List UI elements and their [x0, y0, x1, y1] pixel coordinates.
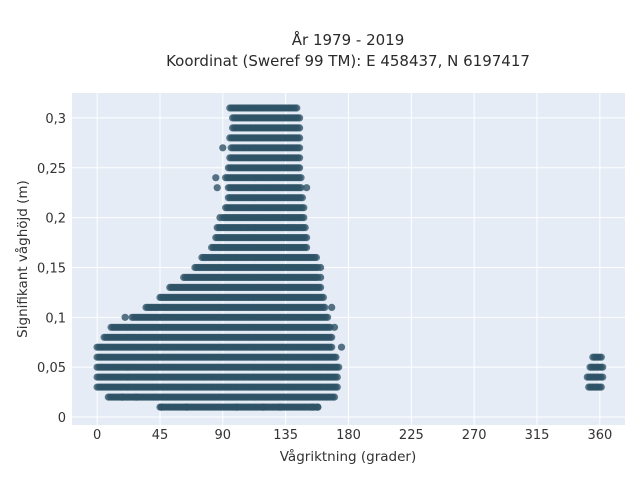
- data-point: [259, 403, 267, 411]
- data-point: [212, 174, 220, 182]
- data-point: [308, 403, 316, 411]
- data-point: [297, 184, 305, 192]
- data-points: [93, 104, 607, 411]
- data-point: [328, 343, 336, 351]
- data-point: [296, 134, 304, 142]
- y-tick-label: 0,2: [45, 212, 66, 227]
- data-point: [312, 253, 320, 262]
- y-axis-ticks: 0 0,05 0,1 0,15 0,2 0,25 0,3: [37, 112, 66, 426]
- data-point: [303, 234, 311, 242]
- data-point: [303, 243, 311, 252]
- data-point: [293, 104, 301, 112]
- data-point: [157, 403, 165, 411]
- data-point: [296, 124, 304, 132]
- x-tick-label: 180: [336, 428, 361, 443]
- data-point: [332, 353, 340, 361]
- data-point: [599, 373, 607, 381]
- x-tick-label: 90: [215, 428, 232, 443]
- data-point: [296, 164, 304, 172]
- data-point: [298, 194, 306, 202]
- data-point: [597, 383, 605, 391]
- data-point: [317, 283, 325, 291]
- y-tick-label: 0,3: [45, 112, 66, 127]
- x-tick-label: 0: [93, 428, 101, 443]
- chart-title-line-1: År 1979 - 2019: [292, 30, 405, 49]
- data-point: [276, 403, 284, 411]
- data-point: [333, 373, 341, 381]
- x-axis-ticks: 0 45 90 135 180 225 270 315 360: [93, 428, 612, 443]
- data-point: [297, 174, 305, 182]
- data-point: [319, 293, 327, 301]
- data-point: [330, 393, 339, 401]
- data-point: [314, 403, 322, 411]
- data-point: [301, 224, 309, 232]
- data-point: [597, 353, 605, 361]
- data-point: [317, 273, 325, 281]
- chart-title-line-2: Koordinat (Sweref 99 TM): E 458437, N 61…: [166, 52, 530, 70]
- data-point: [317, 263, 325, 272]
- y-axis-label: Signifikant våghöjd (m): [14, 180, 31, 338]
- x-tick-label: 270: [462, 428, 487, 443]
- data-point: [335, 363, 343, 371]
- y-tick-label: 0,15: [37, 261, 66, 276]
- data-point: [599, 363, 607, 371]
- data-point: [333, 383, 341, 391]
- x-tick-label: 315: [525, 428, 550, 443]
- y-tick-label: 0,1: [45, 311, 66, 326]
- y-tick-label: 0,25: [37, 162, 66, 177]
- data-point: [213, 184, 221, 192]
- y-tick-label: 0,05: [37, 361, 66, 376]
- data-point: [118, 393, 126, 401]
- data-point: [182, 403, 191, 411]
- data-point: [296, 154, 304, 162]
- data-point: [303, 184, 311, 192]
- x-axis-label: Vågriktning (grader): [280, 448, 417, 465]
- data-point: [121, 313, 129, 321]
- x-tick-label: 225: [399, 428, 424, 443]
- data-point: [328, 303, 336, 311]
- x-tick-label: 45: [152, 428, 169, 443]
- data-point: [132, 393, 140, 401]
- data-point: [219, 144, 227, 152]
- data-point: [321, 303, 329, 311]
- data-point: [337, 343, 346, 351]
- data-point: [328, 333, 336, 341]
- data-point: [216, 214, 224, 222]
- data-point: [300, 204, 308, 212]
- data-point: [330, 323, 339, 331]
- data-point: [296, 114, 304, 122]
- y-tick-label: 0: [58, 411, 66, 426]
- x-tick-label: 360: [587, 428, 612, 443]
- data-point: [300, 214, 308, 222]
- data-point: [324, 313, 332, 321]
- x-tick-label: 135: [273, 428, 298, 443]
- data-point: [296, 144, 304, 152]
- data-point: [233, 403, 241, 411]
